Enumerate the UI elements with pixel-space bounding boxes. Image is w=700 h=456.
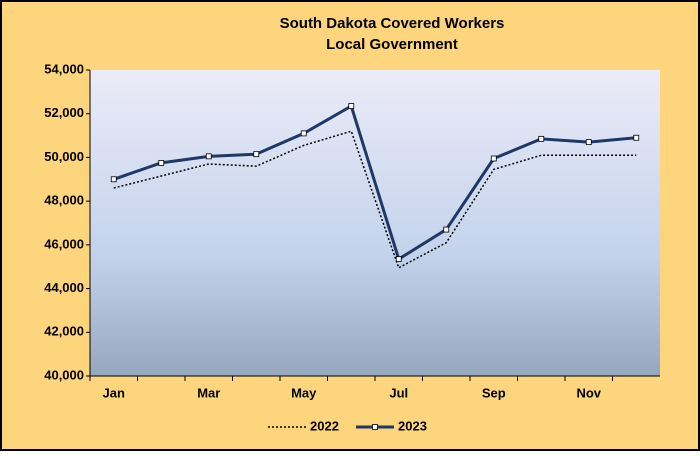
y-tick-label: 50,000 xyxy=(44,149,84,164)
y-tick-label: 52,000 xyxy=(44,105,84,120)
point-marker xyxy=(300,130,307,137)
point-marker xyxy=(110,176,117,183)
point-marker xyxy=(633,134,640,141)
y-tick-label: 46,000 xyxy=(44,236,84,251)
y-tick-label: 44,000 xyxy=(44,280,84,295)
x-tick-label: Nov xyxy=(576,385,601,400)
x-tick-label: Sep xyxy=(482,385,506,400)
plot-area xyxy=(90,70,660,376)
x-tick-label: Mar xyxy=(197,385,220,400)
y-tick-label: 40,000 xyxy=(44,367,84,382)
point-marker xyxy=(585,139,592,146)
series-line xyxy=(113,130,637,269)
x-tick-label: May xyxy=(291,385,317,400)
point-marker xyxy=(395,256,402,262)
legend-label: 2022 xyxy=(310,418,339,433)
x-tick-label: Jan xyxy=(103,385,125,400)
point-marker xyxy=(443,226,450,233)
y-tick-label: 54,000 xyxy=(44,61,84,76)
series-line xyxy=(113,103,637,262)
point-marker xyxy=(253,151,260,158)
point-marker xyxy=(348,103,355,109)
point-marker xyxy=(538,135,545,142)
chart-subtitle: Local Government xyxy=(326,36,458,53)
chart-title: South Dakota Covered Workers xyxy=(280,15,505,32)
y-tick-label: 48,000 xyxy=(44,193,84,208)
point-marker xyxy=(158,159,165,166)
legend-marker xyxy=(372,424,378,430)
point-marker xyxy=(205,153,212,160)
x-tick-label: Jul xyxy=(389,385,408,400)
point-marker xyxy=(490,155,497,162)
y-tick-label: 42,000 xyxy=(44,324,84,339)
legend-label: 2023 xyxy=(398,418,427,433)
